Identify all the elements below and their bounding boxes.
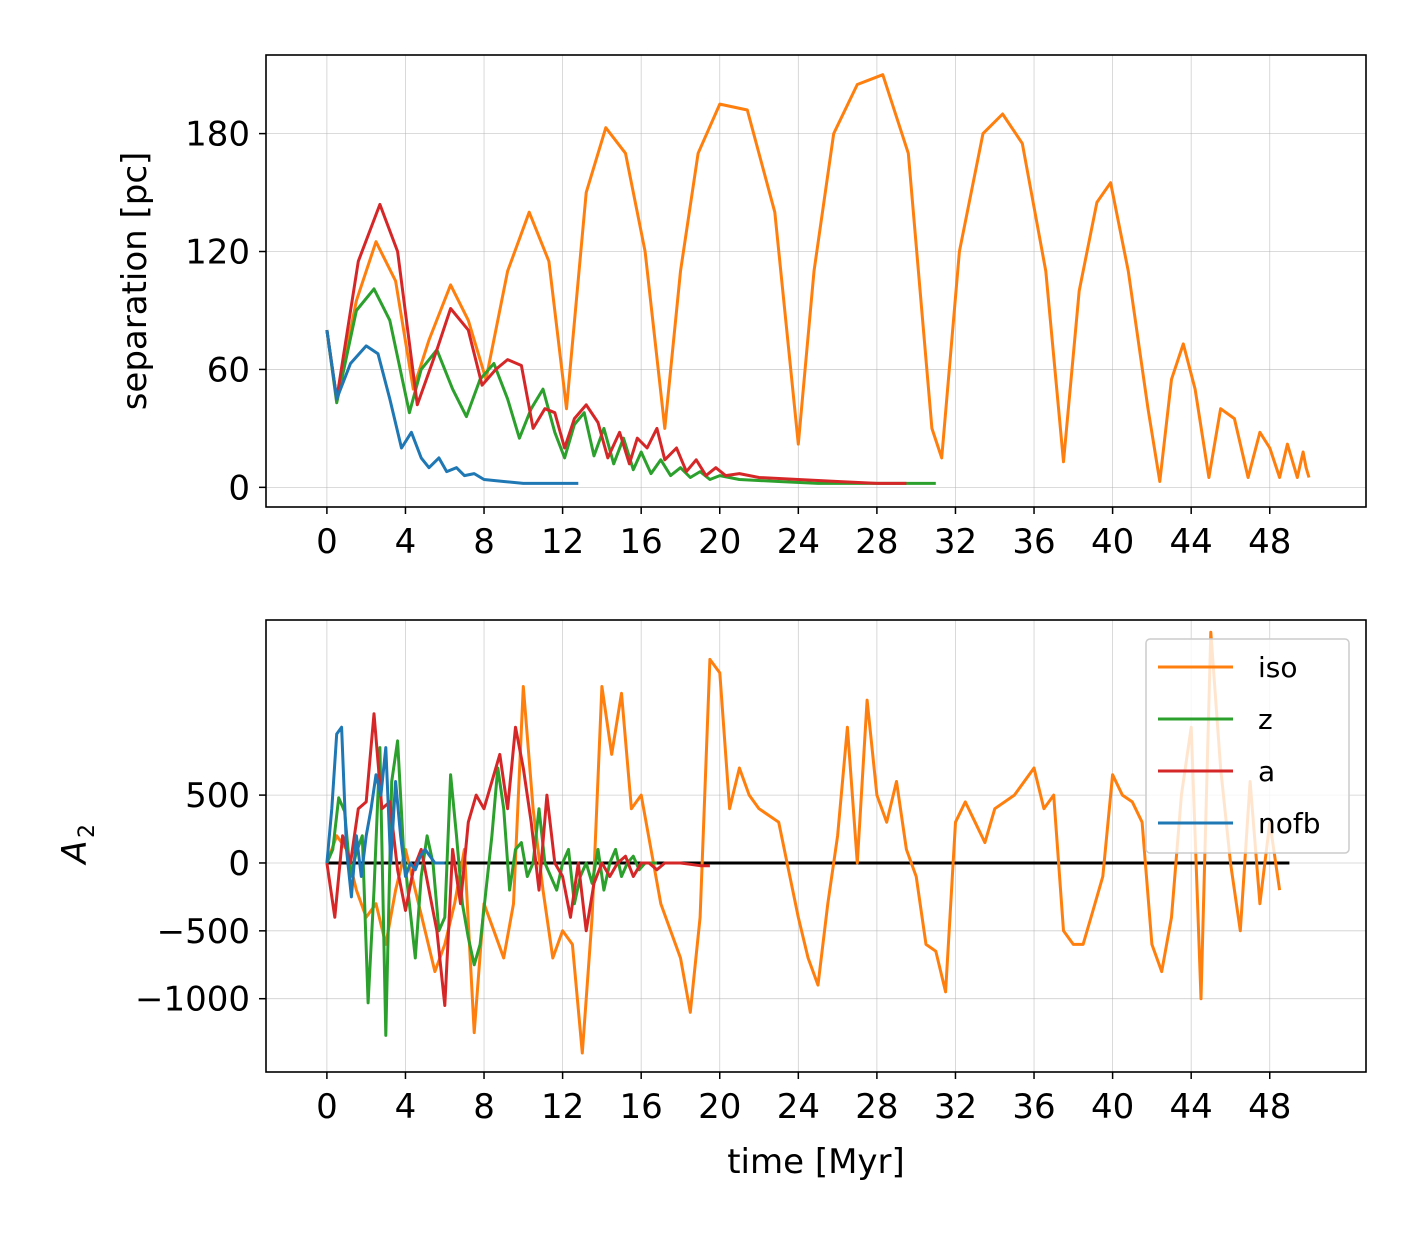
series-line-iso — [325, 630, 1282, 1055]
x-tick-label: 32 — [934, 1087, 977, 1127]
x-tick-label: 40 — [1091, 522, 1134, 562]
x-tick-label: 0 — [316, 1087, 338, 1127]
y-tick-label: −1000 — [135, 980, 250, 1020]
series-line-z — [325, 739, 657, 1037]
x-tick-label: 20 — [698, 1087, 741, 1127]
legend-label-iso: iso — [1258, 651, 1298, 684]
x-tick-label: 40 — [1091, 1087, 1134, 1127]
y-tick-label: 0 — [228, 468, 250, 508]
x-tick-label: 28 — [855, 522, 898, 562]
x-tick-label: 8 — [473, 522, 495, 562]
top-x-ticks: 0 4 8 12 16 20 24 28 32 36 40 44 48 — [316, 507, 1291, 562]
y-tick-label: −500 — [157, 912, 250, 952]
y-tick-label: 0 — [228, 844, 250, 884]
x-tick-label: 8 — [473, 1087, 495, 1127]
series-line-iso — [325, 73, 1311, 483]
legend: iso za nofb — [1145, 638, 1350, 854]
x-tick-label: 4 — [395, 522, 417, 562]
y-tick-label: 60 — [207, 350, 250, 390]
x-tick-label: 0 — [316, 522, 338, 562]
bottom-y-axis-label: A 2 — [55, 824, 100, 866]
bottom-y-axis-label-main: A — [55, 840, 95, 865]
y-tick-label: 120 — [185, 233, 250, 273]
bottom-x-axis-label: time [Myr] — [727, 1142, 905, 1182]
legend-label-z: z — [1258, 703, 1273, 736]
series-line-nofb — [325, 329, 579, 485]
series-line-a — [325, 202, 907, 485]
x-tick-label: 20 — [698, 522, 741, 562]
series-line-a — [325, 712, 710, 1007]
x-tick-label: 48 — [1248, 1087, 1291, 1127]
x-tick-label: 44 — [1170, 522, 1213, 562]
top-grid — [266, 55, 1366, 507]
legend-label-nofb: nofb — [1258, 807, 1321, 840]
x-tick-label: 16 — [620, 522, 663, 562]
x-tick-label: 4 — [395, 1087, 417, 1127]
x-tick-label: 48 — [1248, 522, 1291, 562]
legend-label-a: a — [1258, 755, 1275, 788]
bottom-series — [325, 630, 1282, 1055]
x-tick-label: 28 — [855, 1087, 898, 1127]
bottom-y-axis-label-sub: 2 — [75, 824, 100, 838]
y-tick-label: 180 — [185, 115, 250, 155]
x-tick-label: 24 — [777, 522, 820, 562]
top-axes-frame — [265, 54, 1367, 508]
legend-box — [1145, 638, 1350, 854]
top-series — [325, 73, 1311, 485]
x-tick-label: 16 — [620, 1087, 663, 1127]
bottom-y-ticks: −1000 −500 0 500 — [135, 776, 266, 1020]
series-line-nofb — [325, 725, 445, 899]
y-tick-label: 500 — [185, 776, 250, 816]
top-y-axis-label: separation [pc] — [115, 152, 155, 411]
x-tick-label: 44 — [1170, 1087, 1213, 1127]
x-tick-label: 36 — [1012, 1087, 1055, 1127]
top-y-ticks: 0 60 120 180 — [185, 115, 266, 508]
x-tick-label: 12 — [541, 1087, 584, 1127]
bottom-x-ticks: 0 4 8 12 16 20 24 28 32 36 40 44 48 — [316, 1072, 1291, 1127]
x-tick-label: 36 — [1012, 522, 1055, 562]
x-tick-label: 32 — [934, 522, 977, 562]
x-tick-label: 12 — [541, 522, 584, 562]
bottom-axes-frame — [265, 619, 1367, 1073]
x-tick-label: 24 — [777, 1087, 820, 1127]
